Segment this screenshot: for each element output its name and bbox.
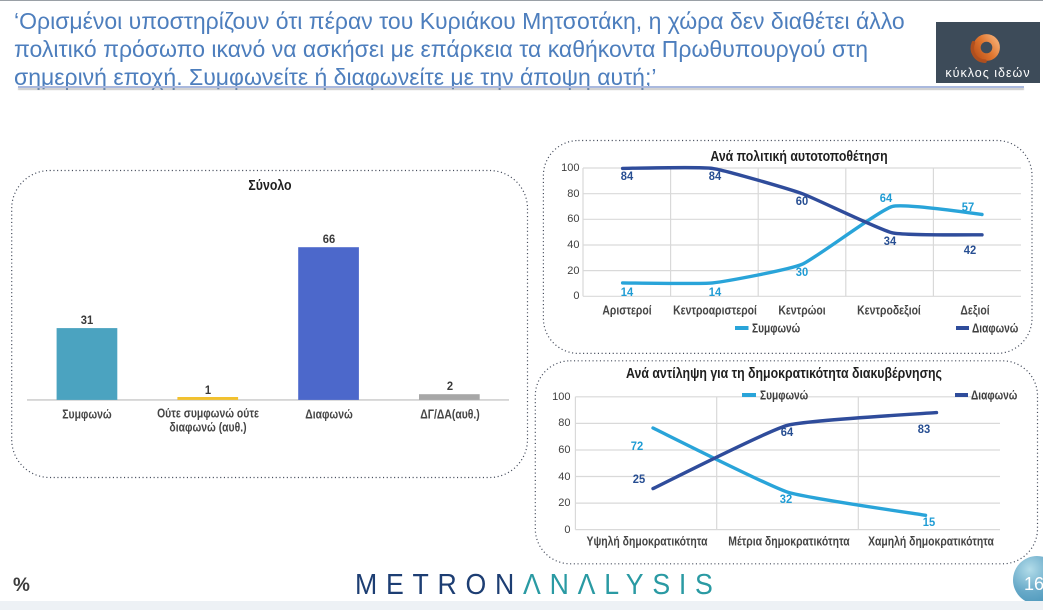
svg-text:16: 16 xyxy=(1024,574,1043,594)
